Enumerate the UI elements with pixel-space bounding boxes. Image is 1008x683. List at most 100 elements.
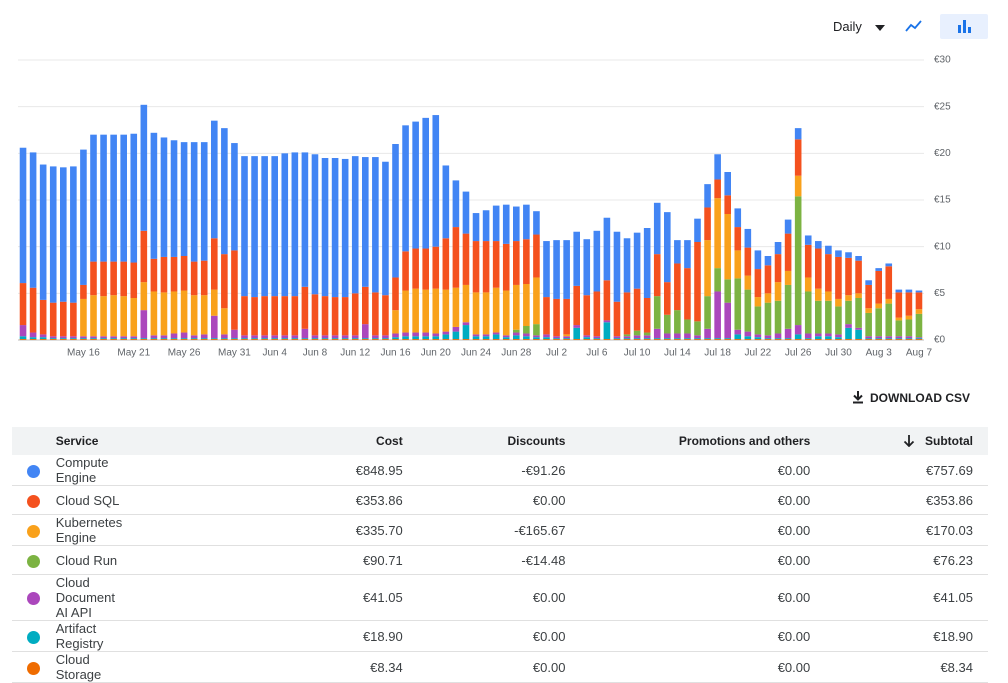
bar-segment	[110, 134, 117, 262]
bar-segment	[875, 270, 882, 304]
header-label: Promotions and others	[678, 434, 811, 448]
bar-segment	[472, 336, 480, 340]
table-cell: €0.00	[417, 485, 581, 515]
bar-segment	[140, 339, 148, 340]
bar-segment	[19, 339, 27, 340]
bar-segment	[100, 261, 107, 297]
bar-segment	[553, 338, 560, 340]
bar-segment	[664, 282, 671, 315]
dot-cell	[12, 455, 56, 486]
bar-segment	[774, 282, 782, 301]
bar-segment	[563, 298, 570, 335]
x-tick-label: Jul 18	[704, 348, 731, 359]
bar-segment	[19, 147, 27, 284]
bar-segment	[543, 339, 550, 340]
bar-segment	[120, 339, 127, 340]
bar-segment	[895, 338, 903, 340]
bar-segment	[90, 295, 97, 337]
bar-segment	[110, 261, 117, 296]
bar-segment	[200, 334, 208, 339]
bar-segment	[804, 291, 812, 334]
header-spacer	[12, 427, 56, 455]
bar-segment	[291, 296, 299, 336]
table-row: Cloud SQL €353.86 €0.00 €0.00 €353.86	[12, 485, 988, 515]
bar-segment	[70, 339, 77, 340]
x-tick-label: Jun 28	[501, 348, 531, 359]
bar-segment	[825, 339, 832, 340]
bar-segment	[442, 331, 450, 335]
bar-segment	[251, 339, 258, 340]
bar-segment	[694, 321, 701, 336]
bar-segment	[372, 338, 379, 340]
line-view-button[interactable]	[904, 18, 924, 34]
bar-segment	[784, 339, 792, 340]
bar-segment	[553, 336, 560, 339]
header-cell: Discounts	[417, 427, 581, 455]
bar-segment	[502, 290, 510, 336]
bar-segment	[351, 293, 359, 336]
bar-segment	[472, 241, 480, 293]
bar-segment	[513, 339, 520, 340]
bar-segment	[19, 336, 27, 340]
bar-segment	[513, 284, 520, 330]
table-cell: €0.00	[580, 455, 826, 486]
bar-segment	[513, 241, 520, 285]
period-select[interactable]: Daily	[833, 19, 886, 34]
bar-segment	[573, 285, 580, 326]
bar-segment	[502, 335, 510, 338]
bar-segment	[744, 247, 752, 276]
bar-segment	[764, 302, 772, 336]
service-dot	[27, 494, 41, 508]
bar-segment	[885, 263, 893, 267]
bar-segment	[170, 339, 178, 340]
table-cell: €0.00	[417, 574, 581, 621]
bar-segment	[865, 339, 872, 340]
bar-segment	[865, 280, 872, 285]
bar-segment	[150, 132, 158, 259]
bar-segment	[120, 296, 127, 337]
table-cell: €848.95	[122, 455, 418, 486]
bar-segment	[895, 292, 903, 318]
header-cell: Cost	[122, 427, 418, 455]
x-tick-label: Jun 4	[262, 348, 287, 359]
bar-segment	[70, 166, 77, 303]
bar-segment	[724, 302, 731, 339]
bar-view-button[interactable]	[940, 14, 988, 39]
bar-segment	[351, 338, 359, 340]
bar-segment	[664, 333, 671, 339]
bar-segment	[60, 338, 67, 340]
bar-segment	[684, 333, 691, 339]
bar-segment	[865, 284, 872, 309]
header-cell: Service	[55, 427, 123, 455]
bar-segment	[422, 289, 429, 333]
table-cell: €0.00	[580, 545, 826, 575]
bar-segment	[432, 115, 440, 247]
bar-segment	[674, 333, 681, 339]
cost-table: Service Cost Discounts Promotions and other…	[12, 427, 988, 683]
bar-segment	[905, 319, 913, 337]
bar-segment	[623, 338, 631, 340]
bar-segment	[180, 290, 188, 333]
bar-segment	[714, 338, 721, 340]
bar-segment	[764, 335, 772, 339]
bar-segment	[80, 338, 87, 340]
bar-segment	[301, 339, 309, 340]
bar-segment	[281, 153, 289, 297]
bar-segment	[613, 231, 621, 302]
bar-segment	[573, 327, 580, 340]
bar-segment	[372, 292, 379, 336]
bar-segment	[462, 233, 470, 285]
bar-segment	[794, 325, 802, 335]
bar-segment	[804, 338, 812, 340]
download-csv-button[interactable]: DOWNLOAD CSV	[851, 390, 970, 405]
bar-segment	[523, 333, 530, 337]
bar-segment	[774, 333, 782, 339]
sort-icon[interactable]	[903, 434, 915, 448]
bar-segment	[402, 290, 409, 333]
bar-segment	[573, 325, 580, 328]
bar-segment	[482, 292, 490, 335]
bar-segment	[895, 339, 903, 340]
bar-segment	[513, 332, 520, 336]
bar-segment	[211, 289, 218, 316]
table-cell: Compute Engine	[55, 455, 123, 486]
